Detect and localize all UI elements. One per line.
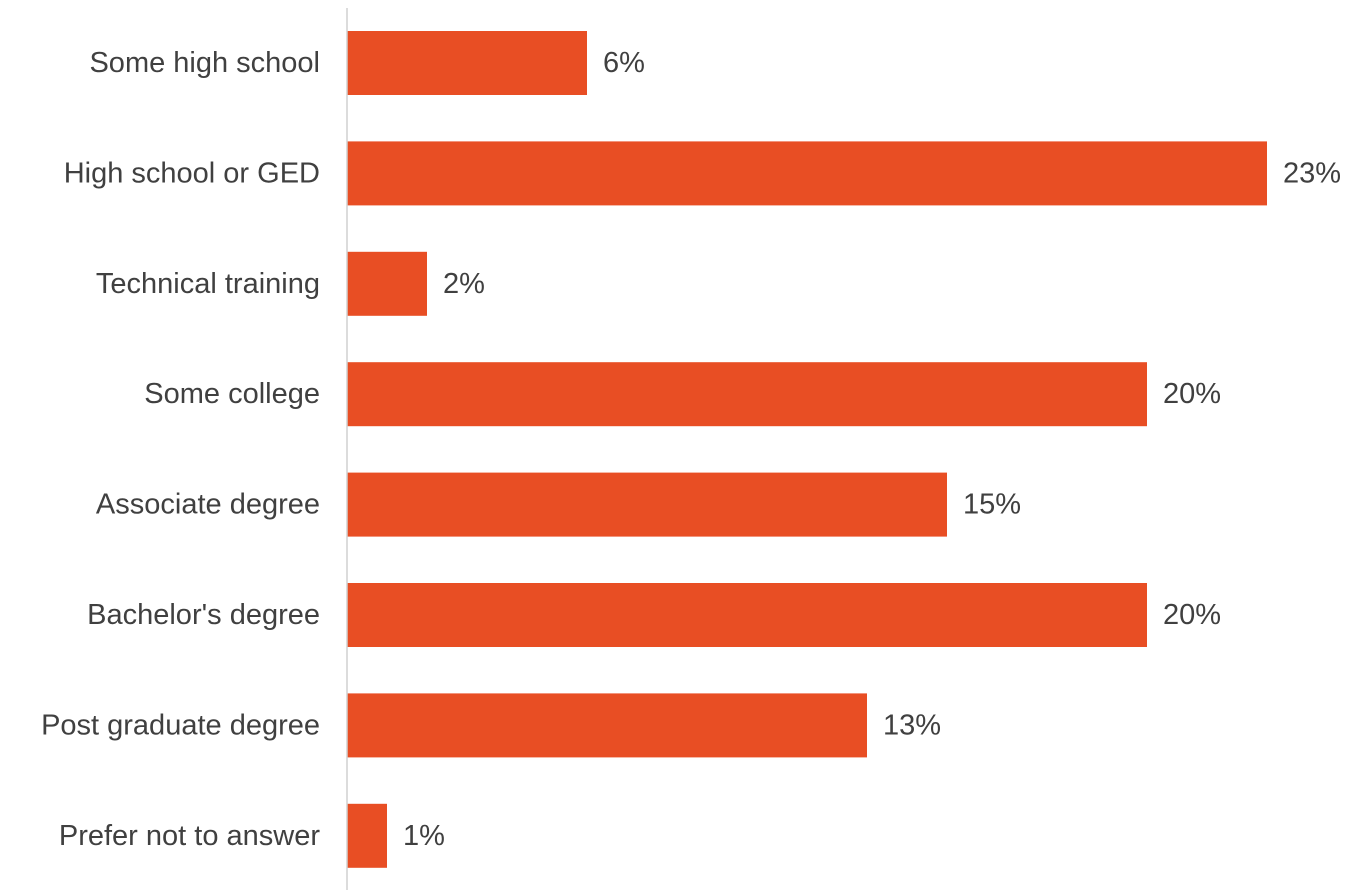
value-label: 20% xyxy=(1163,378,1221,410)
value-label: 23% xyxy=(1283,157,1341,189)
value-label: 1% xyxy=(403,820,445,852)
value-label: 6% xyxy=(603,47,645,79)
category-label: Prefer not to answer xyxy=(59,820,320,852)
category-label: Post graduate degree xyxy=(41,709,320,741)
bar xyxy=(347,31,587,95)
bar xyxy=(347,583,1147,647)
category-label: Technical training xyxy=(96,268,320,300)
value-labels: 6% 23% 2% 20% 15% 20% 13% 1% xyxy=(403,47,1341,852)
bar xyxy=(347,693,867,758)
bar xyxy=(347,472,947,537)
value-label: 15% xyxy=(963,489,1021,521)
category-label: Some college xyxy=(144,378,320,410)
bar xyxy=(347,803,387,868)
bars-group xyxy=(347,31,1267,868)
category-label: Associate degree xyxy=(96,489,320,521)
value-label: 2% xyxy=(443,268,485,300)
value-label: 13% xyxy=(883,709,941,741)
category-labels: Some high school High school or GED Techni… xyxy=(41,47,320,852)
bar xyxy=(347,362,1147,427)
value-label: 20% xyxy=(1163,599,1221,631)
bar xyxy=(347,251,427,316)
category-label: Some high school xyxy=(89,47,320,79)
category-label: High school or GED xyxy=(64,157,320,189)
category-label: Bachelor's degree xyxy=(87,599,320,631)
bar xyxy=(347,141,1267,206)
